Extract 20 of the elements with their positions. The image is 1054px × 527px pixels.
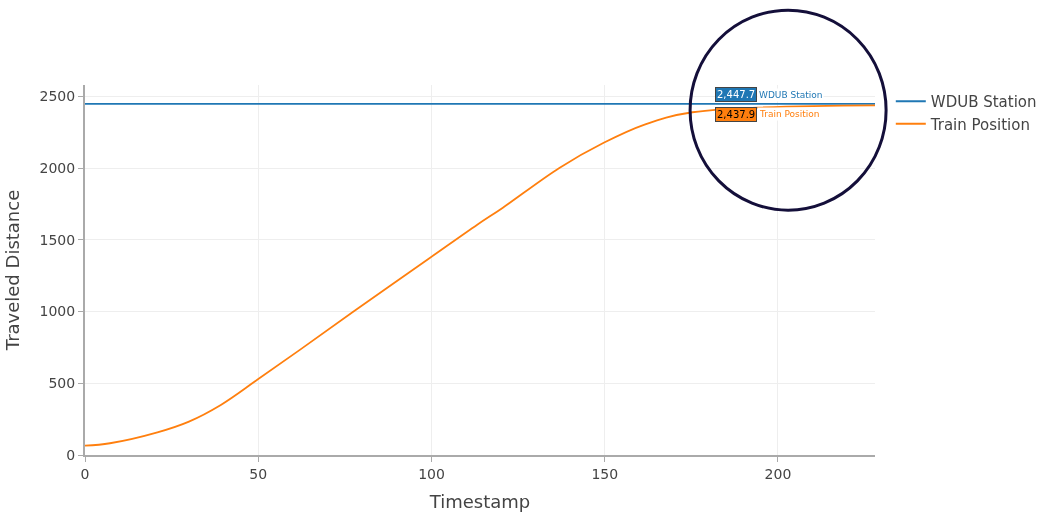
y-tick-label: 2000 <box>39 160 76 177</box>
x-tick-label: 150 <box>591 465 619 482</box>
x-tick-label: 100 <box>418 465 445 482</box>
annotation: Train Position <box>759 109 820 119</box>
y-tick-label: 1500 <box>39 231 76 248</box>
y-axis-title: Traveled Distance <box>2 189 24 352</box>
x-tick-label: 0 <box>80 465 90 482</box>
y-tick-label: 2500 <box>39 88 76 105</box>
y-tick-label: 500 <box>48 375 76 392</box>
legend-label: Train Position <box>929 115 1030 134</box>
legend-label: WDUB Station <box>930 93 1037 112</box>
x-tick-label: 50 <box>249 465 268 482</box>
annotation: 2,437.9 <box>717 109 756 120</box>
annotation: WDUB Station <box>759 90 823 100</box>
y-tick-label: 1000 <box>39 303 76 320</box>
x-axis-title: Timestamp <box>428 491 531 513</box>
y-tick-label: 0 <box>66 446 76 463</box>
annotation: 2,447.7 <box>717 89 756 100</box>
line-series <box>85 104 875 447</box>
x-tick-label: 200 <box>764 465 792 482</box>
